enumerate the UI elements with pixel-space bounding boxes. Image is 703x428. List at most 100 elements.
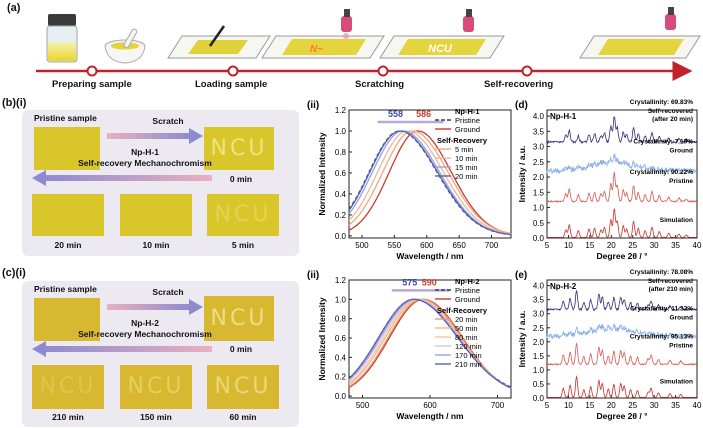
c-210min-photo: NCU (32, 365, 104, 409)
step-scratching: Scratching (355, 79, 405, 90)
b-10min-photo (120, 194, 192, 236)
legend-label-5: 20 min (455, 172, 478, 181)
b-5min-photo: NCU (207, 194, 279, 236)
series-line-2 (348, 130, 512, 235)
y-axis-label: Normalized Intensity (317, 132, 327, 215)
crystallinity-1: Crystallinity: 11.32% (630, 305, 693, 312)
b-time-0: 0 min (229, 174, 253, 184)
y-tick-label: 3.0 (533, 143, 545, 152)
panel-label: (ii) (307, 100, 319, 111)
series-line-5 (348, 130, 512, 236)
peak-label-2: 590 (422, 277, 437, 287)
y-tick-label: 2.0 (533, 173, 545, 182)
legend-label-2: 5 min (455, 145, 473, 154)
x-axis-label: Wavelength / nm (396, 411, 464, 421)
panel-a-label: (a) (7, 2, 21, 14)
y-tick-label: 0.0 (533, 394, 545, 403)
legend-title: Np-H-1 (455, 107, 480, 116)
crystallinity-0: Crystallinity: 78.08% (630, 269, 693, 276)
b-recovery-arrow (32, 170, 212, 186)
y-tick-label: 3.0 (533, 310, 545, 319)
x-tick-label: 5 (545, 401, 550, 410)
x-axis-label: Degree 2θ / ° (597, 251, 649, 261)
y-axis-label: Normalized Intensity (317, 297, 327, 380)
x-tick-label: 30 (650, 401, 659, 410)
legend-label-4: 15 min (455, 163, 478, 172)
x-tick-label: 35 (671, 401, 680, 410)
chart-b-ii: (ii) 500 550 600 650 700 0.0 0.2 0.4 0.6 0.8 1.0 1.2… (307, 100, 512, 261)
peak-label-2: 586 (416, 109, 431, 119)
series-line-1 (348, 130, 512, 235)
trace-label-3: Simulation (660, 378, 693, 385)
legend-subtitle: Self-Recovery (437, 306, 488, 315)
plate-ncu: NCU (379, 9, 505, 59)
legend-subtitle: Self-Recovery (437, 136, 488, 145)
plate-loading (167, 25, 271, 59)
c-mechano: Self-recovery Mechanochromism (78, 329, 212, 339)
peak-label-1: 575 (402, 277, 417, 287)
trace-label2-0: (after 210 min) (649, 286, 693, 293)
mortar-icon (104, 28, 146, 64)
x-tick-label: 40 (693, 401, 702, 410)
x-tick-label: 700 (491, 401, 505, 410)
c-compound: Np-H-2 (131, 318, 159, 328)
b-scratch-arrow (107, 128, 203, 144)
y-tick-label: 0.6 (335, 334, 347, 343)
b-time-10: 10 min (142, 240, 170, 250)
legend-label-0: Pristine (455, 116, 480, 125)
trace-label-0: Self-recovered (648, 108, 693, 115)
c-scratch-caption: Scratch (152, 287, 184, 297)
trace-label-1: Ground (670, 314, 693, 321)
b-0min-photo: NCU (204, 127, 274, 170)
trace-label-2: Pristine (669, 178, 693, 185)
legend-label-2: 20 min (455, 315, 478, 324)
x-tick-label: 600 (423, 401, 437, 410)
b-scratch-caption: Scratch (152, 116, 184, 126)
y-tick-label: 1.5 (533, 352, 545, 361)
x-tick-label: 600 (420, 241, 434, 250)
xrd-trace-3 (547, 208, 697, 238)
chart-d: (d) 5 10 15 20 25 30 35 40 0.0 0.5 1.0 1.5 2.0 2.5 3.0 3… (515, 99, 702, 261)
y-tick-label: 3.5 (533, 296, 545, 305)
b-time-5: 5 min (231, 240, 255, 250)
x-tick-label: 5 (545, 241, 550, 250)
sample-tag: Np-H-2 (550, 282, 577, 291)
x-tick-label: 500 (355, 241, 369, 250)
legend-label-6: 170 min (455, 351, 482, 360)
sample-tag: Np-H-1 (550, 112, 577, 121)
c-time-60: 60 min (229, 412, 257, 422)
crystallinity-1: Crystallinity: 7.19% (633, 139, 693, 146)
trace-label2-0: (after 20 min) (652, 116, 693, 123)
x-tick-label: 650 (452, 241, 466, 250)
c-recovery-arrow (32, 341, 212, 357)
x-tick-label: 550 (388, 241, 402, 250)
y-tick-label: 0.4 (335, 353, 347, 362)
legend-label-3: 10 min (455, 154, 478, 163)
y-tick-label: 1.0 (533, 366, 545, 375)
x-tick-label: 20 (607, 401, 616, 410)
trace-label-3: Simulation (660, 217, 693, 224)
crystallinity-2: Crystallinity: 90.22% (630, 169, 693, 176)
xrd-trace-2 (546, 171, 697, 203)
y-tick-label: 4.0 (533, 282, 545, 291)
b-pristine-photo (34, 127, 100, 170)
y-tick-label: 1.5 (533, 188, 545, 197)
x-tick-label: 500 (356, 401, 370, 410)
y-tick-label: 3.5 (533, 127, 545, 136)
x-tick-label: 35 (671, 241, 680, 250)
svg-text:N~: N~ (310, 44, 323, 55)
y-tick-label: 0.5 (533, 380, 545, 389)
legend-label-7: 210 min (455, 360, 482, 369)
spray-bottle-icon-3 (665, 7, 676, 30)
plot-frame (348, 279, 512, 399)
plot-frame (348, 109, 512, 239)
crystallinity-0: Crystallinity: 69.83% (630, 99, 693, 106)
c-scratch-arrow (107, 299, 203, 315)
trace-label-2: Pristine (669, 342, 693, 349)
panel-c-label: (c)(i) (2, 267, 26, 279)
timeline-dot-1 (86, 65, 98, 77)
y-tick-label: 0.4 (335, 190, 347, 199)
y-tick-label: 2.0 (533, 338, 545, 347)
x-tick-label: 15 (585, 401, 594, 410)
x-tick-label: 10 (564, 241, 573, 250)
